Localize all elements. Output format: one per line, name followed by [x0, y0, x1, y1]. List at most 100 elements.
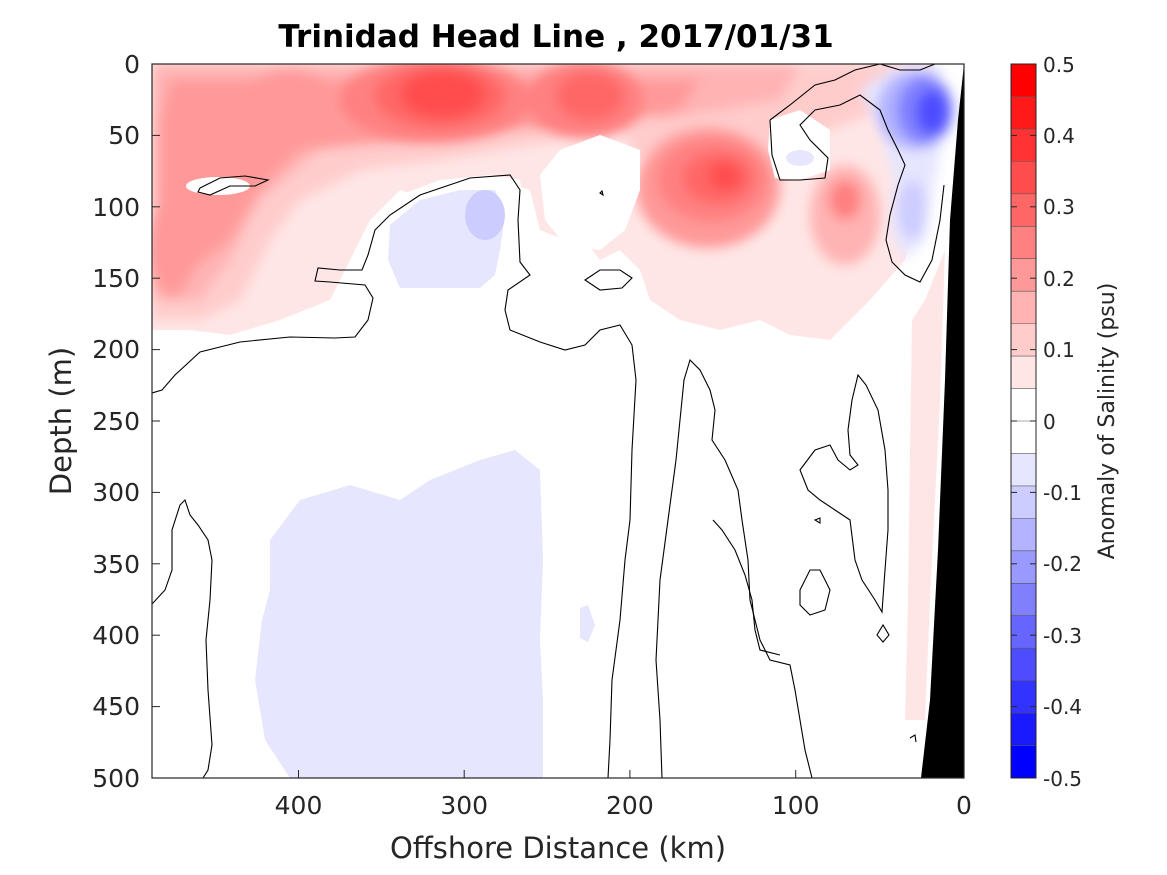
y-tick-label: 350: [92, 550, 140, 579]
colorbar-swatch: [1011, 680, 1036, 714]
colorbar-label: Anomaly of Salinity (psu): [1095, 283, 1120, 560]
y-tick-label: 100: [92, 193, 140, 222]
anomaly-core-positive-g: [152, 205, 194, 295]
contour-loop-g: [599, 189, 604, 197]
anomaly-region-subsurface-negative-core: [465, 190, 505, 240]
y-tick-label: 200: [92, 335, 140, 364]
colorbar-swatch: [1011, 485, 1036, 519]
colorbar-swatch: [1011, 583, 1036, 617]
y-tick-label: 150: [92, 264, 140, 293]
colorbar-swatch: [1011, 615, 1036, 649]
colorbar-swatch: [1011, 713, 1036, 747]
y-tick-label: 500: [92, 764, 140, 793]
colorbar-swatch: [1011, 388, 1036, 422]
x-tick-label: 200: [606, 791, 654, 820]
anomaly-core-positive-e: [556, 72, 624, 120]
x-tick-label: 100: [772, 791, 820, 820]
colorbar-tick-label: -0.5: [1043, 767, 1082, 791]
anomaly-core-positive-c: [401, 70, 485, 118]
x-tick-0: 0: [956, 770, 972, 820]
colorbar-ticks: 0.5 0.4 0.3 0.2 0.1 0 -0.1 -0.2 -0.3 -0.…: [1011, 53, 1082, 791]
y-tick-1: 50: [108, 121, 160, 150]
contour-loop-b: [876, 623, 890, 643]
anomaly-region-coastal-positive: [905, 250, 945, 720]
anomaly-region-neutral-d: [540, 135, 640, 250]
y-tick-2: 100: [92, 193, 160, 222]
y-tick-5: 250: [92, 407, 160, 436]
contour-line-upper-right-b: [879, 64, 936, 71]
colorbar-tick-label: 0.5: [1043, 53, 1075, 77]
contour-line-mid: [655, 358, 813, 778]
colorbar-tick-label: 0.2: [1043, 267, 1075, 291]
x-tick-100: 100: [772, 770, 820, 820]
y-tick-10: 500: [92, 764, 160, 793]
anomaly-region-neutral-b: [186, 177, 250, 195]
y-axis-label: Depth (m): [44, 347, 78, 495]
y-tick-7: 350: [92, 550, 160, 579]
y-tick-3: 150: [92, 264, 160, 293]
chart-title: Trinidad Head Line , 2017/01/31: [278, 19, 833, 55]
anomaly-region-nearshore-negative-d: [898, 180, 926, 240]
y-tick-label: 250: [92, 407, 140, 436]
colorbar-swatch: [1011, 421, 1036, 454]
colorbar-tick-label: 0.4: [1043, 124, 1075, 148]
x-axis: 400 300 200 100 0: [275, 770, 972, 820]
anomaly-region-nearshore-negative-c: [916, 90, 948, 134]
contour-loop-f: [584, 269, 633, 291]
colorbar: 0.5 0.4 0.3 0.2 0.1 0 -0.1 -0.2 -0.3 -0.…: [1010, 53, 1120, 791]
contour-line-upper-right: [769, 64, 945, 283]
y-tick-4: 200: [92, 335, 160, 364]
anomaly-region-neutral-c: [768, 110, 830, 180]
colorbar-swatch: [1011, 356, 1036, 390]
anomaly-spot-negative: [786, 150, 814, 166]
colorbar-swatch: [1011, 226, 1036, 260]
y-tick-6: 300: [92, 478, 160, 507]
y-tick-label: 450: [92, 692, 140, 721]
x-axis-label: Offshore Distance (km): [390, 831, 726, 865]
x-tick-label: 300: [440, 791, 488, 820]
y-tick-8: 400: [92, 621, 160, 650]
colorbar-swatch: [1011, 453, 1036, 487]
colorbar-swatch: [1011, 96, 1036, 130]
plot-area: [152, 64, 964, 778]
colorbar-swatch: [1011, 323, 1036, 357]
land-mask: [921, 64, 964, 778]
colorbar-swatch: [1011, 518, 1036, 552]
anomaly-region-small-negative: [580, 605, 595, 642]
contour-lines: [152, 64, 945, 778]
anomaly-blob-positive-d: [709, 162, 741, 190]
y-tick-label: 50: [108, 121, 140, 150]
contour-line-inner: [712, 519, 781, 656]
y-tick-9: 450: [92, 692, 160, 721]
colorbar-swatch: [1011, 161, 1036, 195]
contour-loop-c: [813, 517, 821, 524]
contour-line-deep-left: [152, 498, 213, 778]
colorbar-tick-label: -0.3: [1043, 624, 1082, 648]
x-tick-300: 300: [440, 770, 488, 820]
colorbar-tick-label: 0: [1043, 410, 1056, 434]
colorbar-swatch: [1011, 128, 1036, 162]
colorbar-swatch: [1011, 64, 1036, 97]
anomaly-core-positive-f: [250, 72, 330, 128]
y-axis: 0 50 100 150 200 250 300 350 400 450 500: [92, 50, 160, 793]
x-tick-label: 0: [956, 791, 972, 820]
x-tick-label: 400: [275, 791, 323, 820]
contour-line-main: [152, 174, 637, 778]
colorbar-tick-label: -0.1: [1043, 481, 1082, 505]
colorbar-swatch: [1011, 193, 1036, 227]
colorbar-tick-label: 0.3: [1043, 195, 1075, 219]
colorbar-swatch: [1011, 291, 1036, 325]
colorbar-swatch: [1011, 258, 1036, 292]
colorbar-tick-label: -0.4: [1043, 695, 1082, 719]
contour-loop-a: [799, 569, 831, 616]
contour-loop-d: [909, 734, 917, 743]
colorbar-swatch: [1011, 648, 1036, 682]
y-tick-label: 400: [92, 621, 140, 650]
colorbar-swatches: [1011, 63, 1036, 779]
x-tick-200: 200: [606, 770, 654, 820]
y-tick-label: 0: [124, 50, 140, 79]
y-tick-label: 300: [92, 478, 140, 507]
anomaly-region-deep-negative: [255, 450, 543, 778]
y-tick-0: 0: [124, 50, 160, 79]
